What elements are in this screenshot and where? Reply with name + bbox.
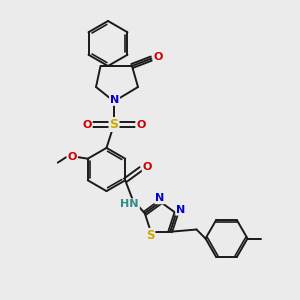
Text: O: O <box>82 119 92 130</box>
Text: N: N <box>176 205 185 215</box>
Text: S: S <box>110 118 118 131</box>
Text: O: O <box>136 119 146 130</box>
Text: HN: HN <box>121 199 139 209</box>
Text: N: N <box>155 193 164 203</box>
Text: O: O <box>143 162 152 172</box>
Text: O: O <box>153 52 163 62</box>
Text: S: S <box>146 229 154 242</box>
Text: N: N <box>110 95 119 105</box>
Text: O: O <box>68 152 77 162</box>
